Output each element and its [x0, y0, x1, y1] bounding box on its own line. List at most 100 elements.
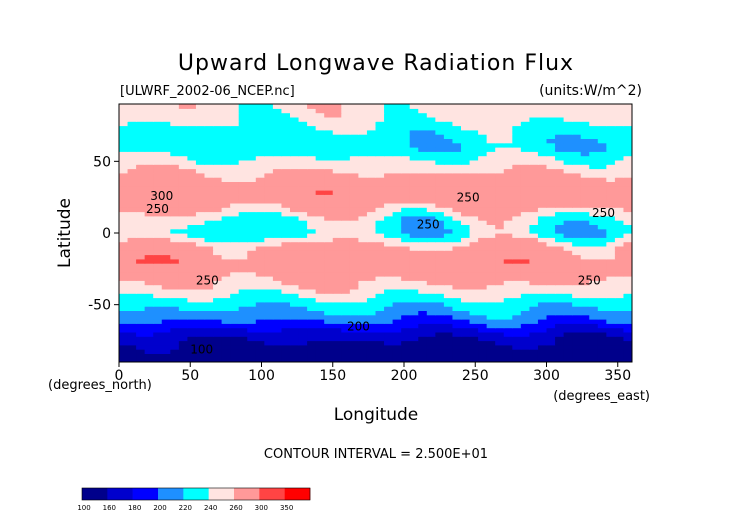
- field-cell: [119, 108, 129, 114]
- field-cell: [563, 104, 573, 109]
- field-cell: [341, 116, 351, 122]
- field-cell: [230, 228, 240, 234]
- field-cell: [178, 104, 188, 109]
- field-cell: [213, 245, 223, 251]
- field-cell: [546, 228, 556, 234]
- field-cell: [272, 349, 283, 354]
- field-cell: [409, 344, 419, 350]
- field-cell: [221, 357, 231, 362]
- field-cell: [153, 284, 163, 290]
- field-cell: [503, 155, 513, 161]
- field-cell: [349, 194, 359, 200]
- field-cell: [358, 258, 368, 264]
- field-cell: [315, 215, 325, 221]
- field-cell: [435, 267, 445, 273]
- field-cell: [486, 323, 496, 329]
- field-cell: [264, 301, 274, 307]
- field-cell: [221, 181, 231, 187]
- field-cell: [127, 104, 137, 109]
- field-cell: [435, 301, 445, 307]
- field-cell: [204, 125, 214, 131]
- field-cell: [307, 254, 317, 260]
- field-cell: [178, 164, 188, 170]
- field-cell: [187, 168, 197, 174]
- field-cell: [443, 245, 454, 251]
- field-cell: [290, 177, 300, 182]
- field-cell: [426, 340, 436, 346]
- field-cell: [144, 258, 154, 264]
- field-cell: [529, 336, 539, 342]
- field-cell: [392, 164, 402, 170]
- field-cell: [384, 323, 394, 329]
- field-cell: [597, 254, 607, 260]
- field-cell: [478, 297, 488, 303]
- field-cell: [563, 198, 573, 204]
- field-cell: [255, 280, 265, 286]
- field-cell: [537, 202, 548, 208]
- field-cell: [469, 310, 479, 316]
- field-cell: [332, 181, 342, 187]
- field-cell: [563, 280, 573, 286]
- field-cell: [486, 112, 496, 118]
- field-cell: [589, 207, 599, 213]
- field-cell: [418, 267, 428, 273]
- field-cell: [272, 164, 283, 170]
- field-cell: [307, 211, 317, 217]
- field-cell: [144, 245, 154, 251]
- field-cell: [469, 233, 479, 238]
- field-cell: [358, 271, 368, 277]
- field-cell: [469, 215, 479, 221]
- field-cell: [178, 241, 188, 247]
- field-cell: [435, 336, 445, 342]
- field-cell: [170, 151, 180, 157]
- field-cell: [195, 241, 206, 247]
- field-cell: [119, 228, 129, 234]
- field-cell: [341, 263, 351, 268]
- field-cell: [272, 288, 283, 294]
- field-cell: [623, 306, 632, 311]
- field-cell: [563, 319, 573, 324]
- field-cell: [401, 310, 411, 316]
- field-cell: [324, 112, 334, 118]
- field-cell: [409, 151, 419, 157]
- field-cell: [204, 267, 214, 273]
- field-cell: [512, 254, 522, 260]
- field-cell: [213, 138, 223, 144]
- field-cell: [307, 250, 317, 256]
- field-cell: [247, 190, 257, 195]
- field-cell: [384, 108, 394, 114]
- field-cell: [230, 310, 240, 316]
- field-cell: [375, 202, 385, 208]
- contour-label: 300: [150, 189, 173, 203]
- field-cell: [298, 314, 308, 320]
- field-cell: [443, 168, 454, 174]
- field-cell: [298, 245, 308, 251]
- field-cell: [272, 108, 283, 114]
- field-cell: [401, 314, 411, 320]
- field-cell: [418, 112, 428, 118]
- field-cell: [213, 202, 223, 208]
- field-cell: [529, 159, 539, 165]
- field-cell: [384, 288, 394, 294]
- field-cell: [195, 142, 206, 148]
- field-cell: [324, 245, 334, 251]
- field-cell: [461, 327, 471, 333]
- field-cell: [469, 353, 479, 359]
- field-cell: [486, 211, 496, 217]
- field-cell: [572, 344, 582, 350]
- field-cell: [238, 280, 248, 286]
- field-cell: [563, 151, 573, 157]
- field-cell: [478, 177, 488, 182]
- field-cell: [503, 258, 513, 264]
- field-cell: [512, 190, 522, 195]
- field-cell: [204, 215, 214, 221]
- field-cell: [503, 306, 513, 311]
- field-cell: [529, 228, 539, 234]
- field-cell: [230, 357, 240, 362]
- field-cell: [221, 155, 231, 161]
- field-cell: [119, 185, 129, 191]
- field-cell: [144, 310, 154, 316]
- field-cell: [324, 284, 334, 290]
- field-cell: [264, 164, 274, 170]
- field-cell: [238, 349, 248, 354]
